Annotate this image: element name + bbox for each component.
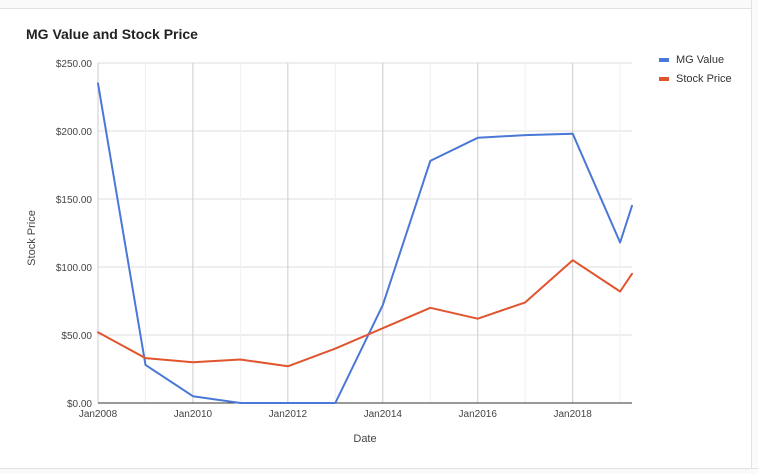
series-line <box>97 82 633 404</box>
data-point <box>630 271 635 276</box>
legend-swatch <box>659 58 669 62</box>
data-point <box>285 364 290 369</box>
x-tick-label: Jan2012 <box>269 409 308 420</box>
sheet-right-border <box>751 0 758 474</box>
x-tick-label: Jan2016 <box>459 409 498 420</box>
data-point <box>238 357 243 362</box>
data-point <box>380 326 385 331</box>
data-point <box>190 394 195 399</box>
legend-label: MG Value <box>676 54 724 66</box>
y-tick-label: $200.00 <box>56 127 93 138</box>
data-point <box>333 346 338 351</box>
data-point <box>475 316 480 321</box>
legend: MG Value Stock Price <box>659 54 732 85</box>
data-point <box>523 133 528 138</box>
sheet-bottom-border <box>0 468 758 474</box>
data-point <box>143 362 148 367</box>
data-point <box>380 303 385 308</box>
x-tick-label: Jan2018 <box>553 409 592 420</box>
y-axis-label: Stock Price <box>26 210 38 266</box>
data-point <box>523 300 528 305</box>
x-tick-label: Jan2014 <box>364 409 403 420</box>
sheet-top-border <box>0 0 758 9</box>
x-tick-label: Jan2008 <box>79 409 118 420</box>
grid-layer <box>97 62 632 403</box>
axis-layer: $0.00 $50.00 $100.00 $150.00 $200.00 $250.00 J… <box>56 59 632 420</box>
data-point <box>333 401 338 406</box>
data-point <box>428 158 433 163</box>
y-tick-label: $100.00 <box>56 263 93 274</box>
y-tick-label: $0.00 <box>67 399 92 410</box>
data-point <box>96 330 101 335</box>
series-line <box>97 259 633 368</box>
data-point <box>570 131 575 136</box>
data-point <box>285 401 290 406</box>
data-point <box>570 258 575 263</box>
data-point <box>96 81 101 86</box>
series-layer <box>96 81 635 406</box>
data-point <box>143 356 148 361</box>
data-point <box>190 360 195 365</box>
data-point <box>618 240 623 245</box>
y-tick-label: $50.00 <box>61 331 92 342</box>
data-point <box>618 289 623 294</box>
data-point <box>428 305 433 310</box>
x-tick-label: Jan2010 <box>174 409 213 420</box>
x-axis-label: Date <box>353 433 376 445</box>
y-tick-label: $250.00 <box>56 59 93 70</box>
legend-swatch <box>659 77 669 81</box>
legend-label: Stock Price <box>676 73 732 85</box>
data-point <box>630 203 635 208</box>
data-point <box>475 135 480 140</box>
data-point <box>238 401 243 406</box>
chart-title: MG Value and Stock Price <box>26 26 198 42</box>
y-tick-label: $150.00 <box>56 195 93 206</box>
